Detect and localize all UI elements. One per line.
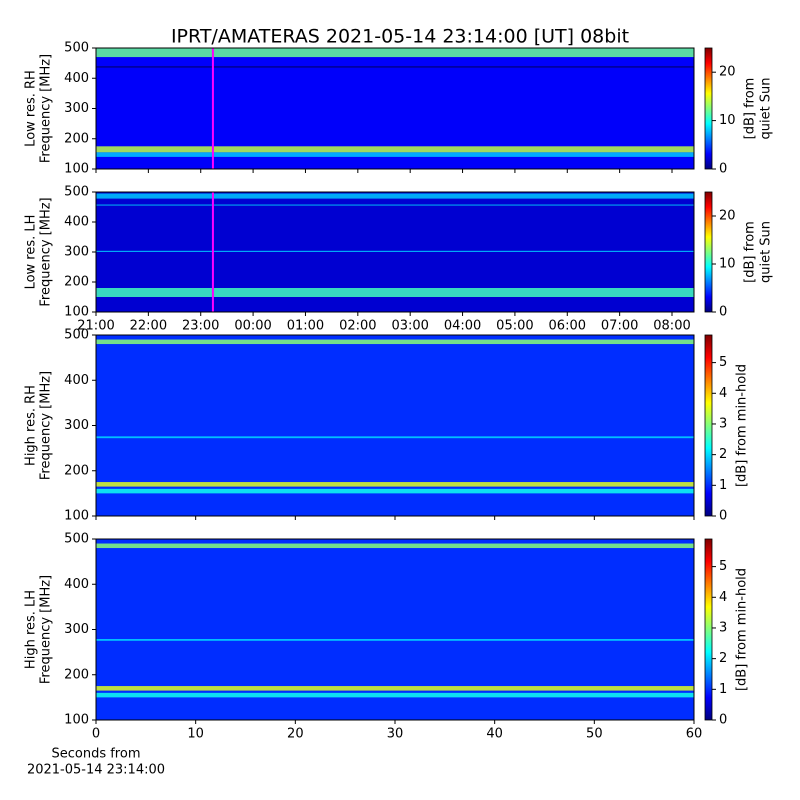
- colorbar: [704, 191, 713, 313]
- x-tick-label: 03:00: [391, 319, 428, 334]
- y-tick-label: 300: [64, 418, 89, 433]
- x-tick-label: 20: [287, 727, 304, 742]
- x-tick-label: 04:00: [444, 319, 481, 334]
- x-tick-label: 40: [486, 727, 503, 742]
- y-tick-label: 200: [64, 131, 89, 146]
- heatmap-band: [96, 639, 694, 641]
- x-tick-label: 05:00: [496, 319, 533, 334]
- colorbar-label: [dB] from: [743, 221, 758, 283]
- colorbar: [704, 47, 713, 170]
- y-tick-label: 100: [64, 305, 89, 320]
- x-tick-label: 02:00: [339, 319, 376, 334]
- y-tick-label: 500: [64, 41, 89, 56]
- x-tick-label: 07:00: [601, 319, 638, 334]
- x-tick-label: 50: [586, 727, 603, 742]
- colorbar-tick-label: 0: [719, 162, 727, 177]
- colorbar-tick-label: 0: [719, 713, 727, 728]
- y-axis-label: Frequency [MHz]: [39, 54, 54, 163]
- colorbar-label: [dB] from: [743, 78, 758, 140]
- colorbar-tick-label: 20: [719, 65, 736, 80]
- colorbar-tick-label: 5: [719, 355, 727, 370]
- colorbar-tick-label: 3: [719, 416, 727, 431]
- x-tick-label: 01:00: [287, 319, 324, 334]
- colorbar-tick-label: 20: [719, 209, 736, 224]
- heatmap-band: [96, 339, 694, 345]
- y-axis-label: Low res. RH: [24, 70, 39, 147]
- colorbar-tick-label: 10: [719, 113, 736, 128]
- heatmap-band: [96, 66, 694, 68]
- colorbar-label: quiet Sun: [759, 221, 774, 283]
- colorbar-tick-label: 1: [719, 478, 727, 493]
- y-axis-label: Frequency [MHz]: [39, 197, 54, 306]
- x-tick-label: 06:00: [549, 319, 586, 334]
- heatmap-band: [96, 193, 694, 199]
- colorbar-tick-label: 0: [719, 509, 727, 524]
- y-tick-label: 400: [64, 373, 89, 388]
- x-tick-label: 22:00: [130, 319, 167, 334]
- heatmap-band: [96, 488, 694, 494]
- y-axis-label: Frequency [MHz]: [39, 575, 54, 684]
- y-tick-label: 300: [64, 101, 89, 116]
- heatmap-band: [96, 692, 694, 698]
- heatmap-band: [96, 436, 694, 439]
- chart-title: IPRT/AMATERAS 2021-05-14 23:14:00 [UT] 0…: [171, 26, 629, 48]
- y-tick-label: 300: [64, 622, 89, 637]
- y-tick-label: 500: [64, 532, 89, 547]
- y-tick-label: 400: [64, 71, 89, 86]
- x-tick-label: 30: [387, 727, 404, 742]
- y-tick-label: 200: [64, 275, 89, 290]
- heatmap-band: [96, 686, 694, 691]
- heatmap-band: [96, 146, 694, 153]
- y-tick-label: 100: [64, 509, 89, 524]
- colorbar-tick-label: 2: [719, 651, 727, 666]
- heatmap-band: [96, 152, 694, 157]
- colorbar-tick-label: 5: [719, 559, 727, 574]
- colorbar-tick-label: 1: [719, 682, 727, 697]
- y-axis-label: High res. RH: [24, 385, 39, 466]
- y-axis-label: High res. LH: [24, 590, 39, 669]
- colorbar-tick-label: 4: [719, 590, 727, 605]
- y-tick-label: 500: [64, 185, 89, 200]
- y-tick-label: 300: [64, 245, 89, 260]
- x-tick-label: 10: [187, 727, 204, 742]
- colorbar-tick-label: 3: [719, 620, 727, 635]
- colorbar: [704, 538, 713, 721]
- colorbar-label: [dB] from min-hold: [735, 568, 750, 691]
- x-tick-label: 08:00: [653, 319, 690, 334]
- y-axis-label: Low res. LH: [24, 215, 39, 290]
- y-tick-label: 100: [64, 162, 89, 177]
- y-tick-label: 400: [64, 215, 89, 230]
- x-axis-label: 2021-05-14 23:14:00: [27, 763, 165, 778]
- heatmap-band: [96, 250, 694, 252]
- y-tick-label: 100: [64, 713, 89, 728]
- heatmap-band: [96, 543, 694, 549]
- x-tick-label: 00:00: [234, 319, 271, 334]
- x-tick-label: 21:00: [77, 319, 114, 334]
- x-tick-label: 60: [686, 727, 703, 742]
- x-tick-label: 23:00: [182, 319, 219, 334]
- y-axis-label: Frequency [MHz]: [39, 371, 54, 480]
- colorbar-tick-label: 4: [719, 386, 727, 401]
- colorbar: [704, 334, 713, 517]
- heatmap-band: [96, 288, 694, 297]
- colorbar-label: [dB] from min-hold: [735, 364, 750, 487]
- heatmap-band: [96, 204, 694, 206]
- y-tick-label: 400: [64, 577, 89, 592]
- colorbar-tick-label: 10: [719, 257, 736, 272]
- colorbar-label: quiet Sun: [759, 77, 774, 139]
- x-axis-label: Seconds from: [51, 747, 140, 762]
- x-tick-label: 0: [92, 727, 100, 742]
- y-tick-label: 200: [64, 463, 89, 478]
- heatmap-band: [96, 482, 694, 487]
- y-tick-label: 500: [64, 328, 89, 343]
- colorbar-tick-label: 0: [719, 305, 727, 320]
- y-tick-label: 200: [64, 667, 89, 682]
- heatmap-band: [96, 48, 694, 58]
- colorbar-tick-label: 2: [719, 447, 727, 462]
